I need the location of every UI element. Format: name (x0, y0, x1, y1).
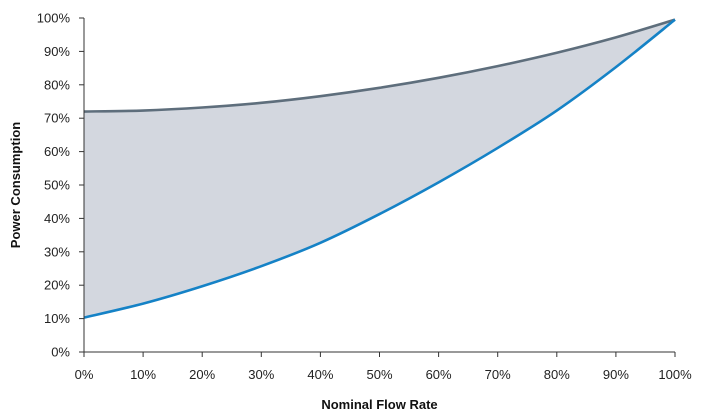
x-tick-label: 90% (603, 367, 629, 382)
lower-curve-line (83, 18, 676, 319)
x-tick-label: 70% (485, 367, 511, 382)
x-tick-label: 80% (544, 367, 570, 382)
x-tick-label: 20% (189, 367, 215, 382)
upper-curve-line (83, 18, 676, 113)
band-fill-layer (84, 19, 675, 318)
x-tick-label: 10% (130, 367, 156, 382)
series-layer (83, 18, 676, 319)
y-tick-label: 40% (44, 211, 70, 226)
x-tick-label: 40% (307, 367, 333, 382)
y-ticks: 0% 10% 20% 30% 40% 50% 60% 70% 80% 90% 100% (37, 11, 84, 360)
y-tick-label: 90% (44, 44, 70, 59)
x-tick-label: 100% (658, 367, 692, 382)
y-tick-label: 30% (44, 244, 70, 259)
y-tick-label: 70% (44, 111, 70, 126)
x-tick-label: 50% (366, 367, 392, 382)
y-axis-title: Power Consumption (8, 122, 23, 248)
y-tick-label: 10% (44, 311, 70, 326)
band-fill-area (84, 19, 675, 318)
x-tick-label: 0% (75, 367, 94, 382)
x-tick-label: 60% (426, 367, 452, 382)
y-tick-label: 60% (44, 144, 70, 159)
y-tick-label: 0% (51, 345, 70, 360)
y-tick-label: 100% (37, 11, 71, 26)
x-tick-label: 30% (248, 367, 274, 382)
x-ticks: 0% 10% 20% 30% 40% 50% 60% 70% 80% 90% 100% (75, 352, 692, 382)
y-tick-label: 80% (44, 77, 70, 92)
x-axis-title: Nominal Flow Rate (321, 397, 437, 412)
y-tick-label: 20% (44, 278, 70, 293)
y-tick-label: 50% (44, 178, 70, 193)
